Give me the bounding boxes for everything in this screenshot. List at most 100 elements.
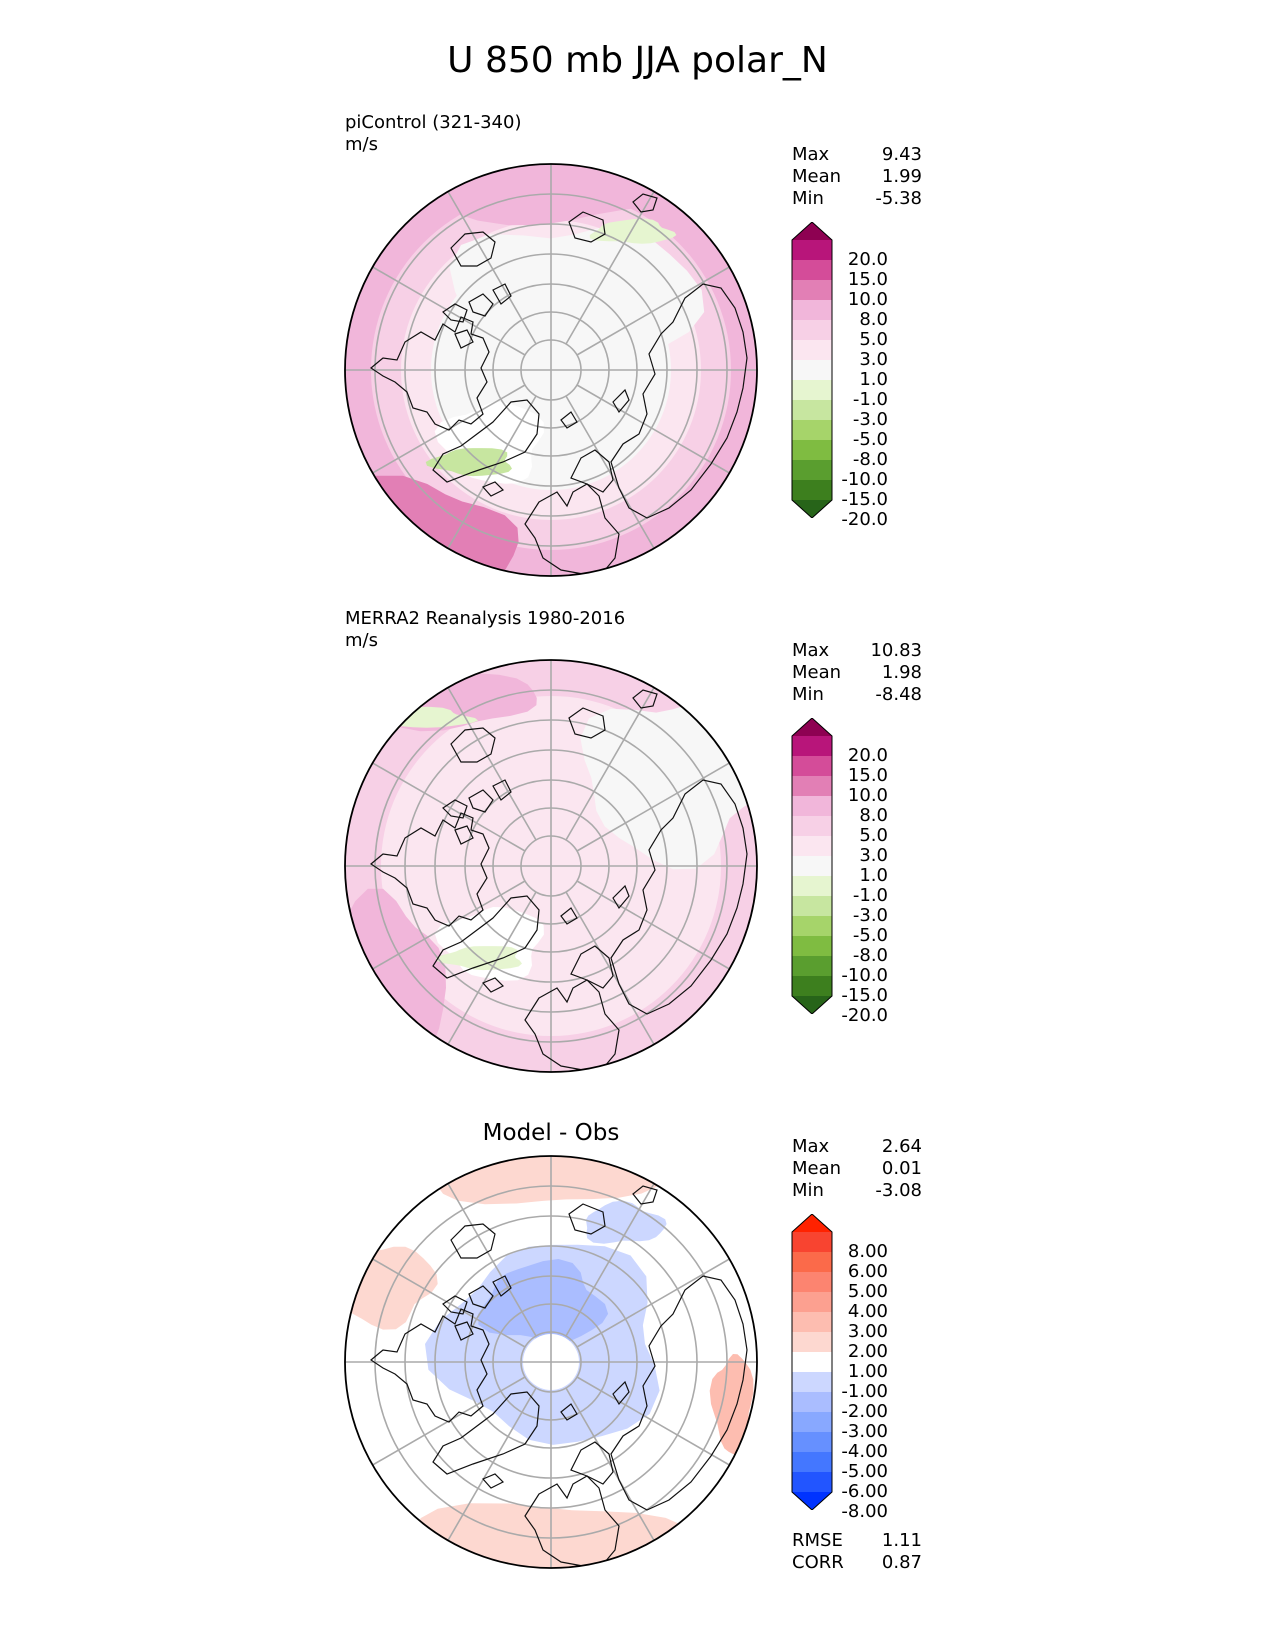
colorbar-bin — [792, 400, 832, 421]
colorbar-tick-label: -8.00 — [841, 1501, 888, 1522]
stat-row: Mean 1.99 — [792, 166, 922, 188]
stat-row: Max 2.64 — [792, 1136, 922, 1158]
colorbar-bin — [792, 440, 832, 461]
meridian-line — [576, 1256, 734, 1348]
coastline — [612, 388, 630, 414]
colorbar-bin — [792, 320, 832, 341]
meridian-line — [445, 683, 537, 841]
metric-row: CORR 0.87 — [792, 1552, 922, 1574]
coastline — [468, 293, 494, 317]
colorbar-tick-label: -8.0 — [852, 449, 888, 470]
meridian-line — [565, 891, 657, 1049]
colorbar-outline — [791, 718, 833, 1014]
panel-3-title: Model - Obs — [482, 1120, 620, 1146]
stat-row: Mean 1.98 — [792, 662, 922, 684]
coastline — [442, 303, 468, 323]
colorbar-bin — [792, 1252, 832, 1273]
map-fill — [345, 660, 757, 1072]
colorbar-tick-label: -20.0 — [841, 1005, 888, 1026]
colorbar-bin — [792, 1432, 832, 1453]
colorbar-tick-label: -15.0 — [841, 489, 888, 510]
panel-3-colorbar-labels: 8.00 6.00 5.00 4.00 3.00 2.00 1.00 -1.00 -2.00 -3… — [836, 1214, 888, 1521]
metric-key: CORR — [792, 1552, 844, 1573]
colorbar-bin — [792, 1412, 832, 1433]
stat-row: Min -3.08 — [792, 1180, 922, 1202]
coastline — [568, 211, 606, 243]
colorbar-bin — [792, 776, 832, 797]
colorbar-tick-label: 8.0 — [859, 805, 888, 826]
colorbar-bin — [792, 1292, 832, 1313]
colorbar-tick-label: 5.0 — [859, 329, 888, 350]
field-jet — [407, 164, 688, 226]
stat-value: 10.83 — [870, 640, 922, 661]
coastline — [454, 825, 474, 845]
colorbar-tick-label: -1.00 — [841, 1381, 888, 1402]
meridian-line — [565, 1387, 657, 1545]
colorbar-extend-min — [792, 1492, 832, 1510]
coastline — [524, 483, 620, 575]
stat-key: Mean — [792, 1158, 842, 1179]
stat-value: -8.48 — [875, 684, 922, 705]
colorbar-bin — [792, 1272, 832, 1293]
colorbar-tick-label: -10.0 — [841, 965, 888, 986]
coastline — [442, 1295, 468, 1315]
colorbar-bin — [792, 756, 832, 777]
stat-value: 1.98 — [881, 662, 922, 683]
colorbar-bin — [792, 1452, 832, 1473]
stat-value: 9.43 — [881, 144, 922, 165]
stat-key: Min — [792, 188, 824, 209]
graticule — [345, 1156, 757, 1568]
colorbar-bin — [792, 796, 832, 817]
colorbar-tick-label: -4.00 — [841, 1441, 888, 1462]
colorbar-tick-label: 3.00 — [847, 1321, 888, 1342]
colorbar-bin — [792, 420, 832, 441]
coastline — [481, 1473, 505, 1489]
colorbar-tick-label: -3.00 — [841, 1421, 888, 1442]
meridian-line — [576, 384, 734, 476]
graticule — [345, 164, 757, 576]
colorbar-tick-label: 20.0 — [847, 745, 888, 766]
coastline — [492, 779, 512, 801]
coastline — [610, 1275, 748, 1511]
colorbar-bin — [792, 1352, 832, 1373]
meridian-line — [445, 395, 537, 553]
metric-key: RMSE — [792, 1530, 843, 1551]
coastline — [442, 799, 468, 819]
stat-value: -5.38 — [875, 188, 922, 209]
colorbar-bin — [792, 1392, 832, 1413]
coastline — [432, 399, 540, 483]
colorbar-tick-label: -10.0 — [841, 469, 888, 490]
colorbar-bin — [792, 956, 832, 977]
panel-1-polar-map — [344, 163, 758, 577]
graticule — [345, 660, 757, 1072]
colorbar-bin — [792, 1232, 832, 1253]
panel-1-units: m/s — [345, 134, 378, 155]
stat-row: Mean 0.01 — [792, 1158, 922, 1180]
colorbar-extend-max — [792, 222, 832, 240]
colorbar-tick-label: -8.0 — [852, 945, 888, 966]
panel-1-colorbar — [791, 222, 833, 518]
coastline — [568, 1203, 606, 1235]
stat-key: Min — [792, 1180, 824, 1201]
metric-value: 1.11 — [881, 1530, 922, 1551]
colorbar-bin — [792, 896, 832, 917]
colorbar-bin — [792, 816, 832, 837]
coastline — [560, 1403, 578, 1421]
colorbar-tick-label: -3.0 — [852, 905, 888, 926]
colorbar-bin — [792, 876, 832, 897]
colorbar-bin — [792, 280, 832, 301]
colorbar-tick-label: 10.0 — [847, 785, 888, 806]
coastline — [468, 1285, 494, 1309]
colorbar-extend-min — [792, 500, 832, 518]
coastline — [369, 316, 490, 431]
stat-value: 0.01 — [881, 1158, 922, 1179]
colorbar-tick-label: -5.0 — [852, 429, 888, 450]
meridian-line — [445, 1387, 537, 1545]
coastline — [369, 812, 490, 927]
stat-key: Max — [792, 640, 830, 661]
coastline — [481, 977, 505, 993]
colorbar-tick-label: 4.00 — [847, 1301, 888, 1322]
colorbar-tick-label: 5.0 — [859, 825, 888, 846]
colorbar-extend-min — [792, 996, 832, 1014]
coastline — [432, 1391, 540, 1475]
